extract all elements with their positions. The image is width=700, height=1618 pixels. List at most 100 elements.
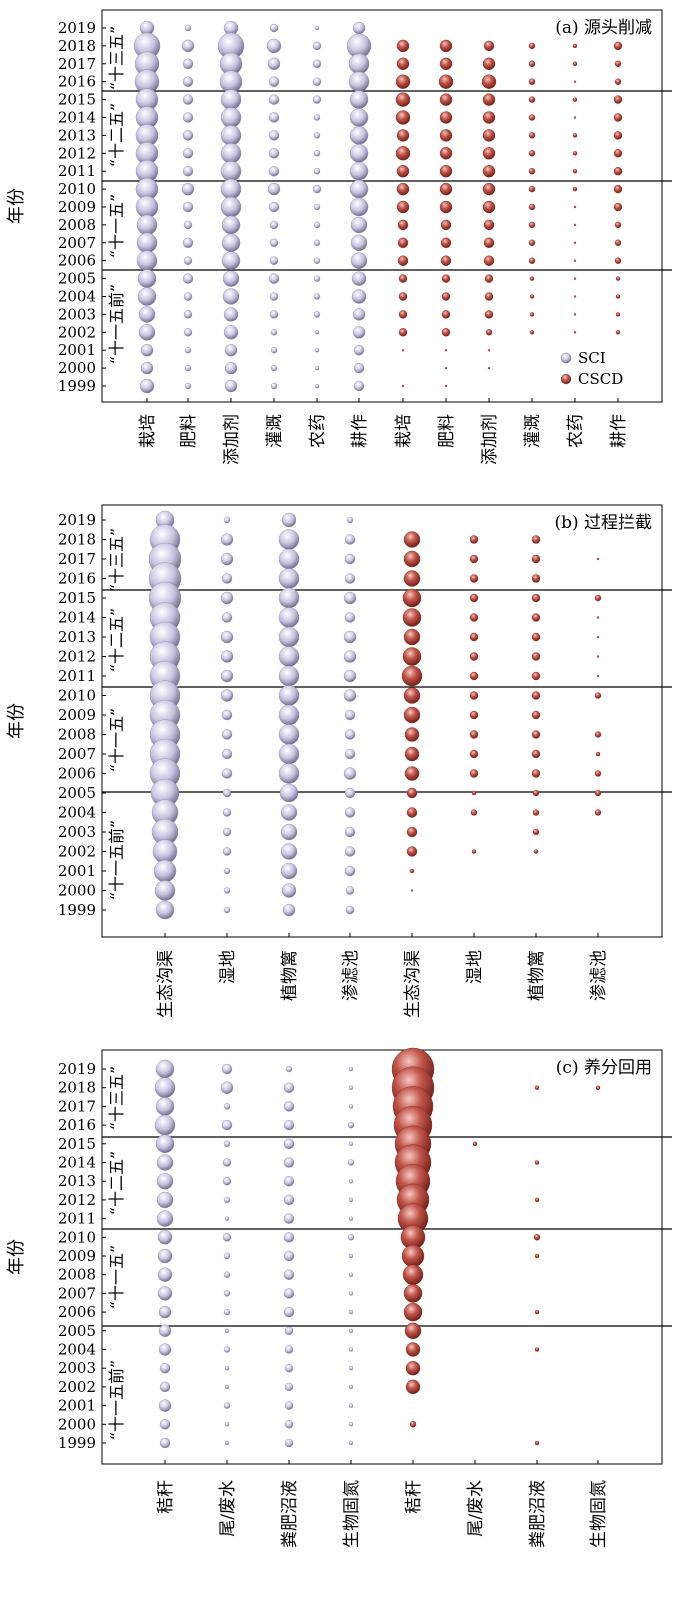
sci-bubble (281, 883, 297, 898)
x-category-label: 渗滤池 (589, 950, 609, 1001)
sci-bubble (137, 287, 157, 306)
sci-bubble (280, 823, 298, 841)
sci-bubble (267, 57, 281, 70)
cscd-bubble (594, 594, 602, 602)
sci-bubble (221, 215, 241, 235)
y-tick-label: 2015 (58, 1135, 96, 1153)
y-tick-label: 2007 (58, 745, 96, 763)
cscd-bubble (528, 132, 536, 139)
sci-bubble (314, 330, 320, 335)
y-tick-label: 2005 (58, 784, 96, 802)
cscd-bubble (531, 691, 541, 700)
cscd-bubble (395, 92, 411, 107)
sci-bubble (220, 689, 234, 702)
sci-bubble (222, 270, 240, 287)
y-tick-label: 1999 (58, 377, 96, 395)
cscd-bubble (483, 237, 495, 249)
sci-bubble (182, 76, 194, 87)
sci-bubble (348, 1365, 354, 1371)
y-tick-label: 2003 (58, 823, 96, 841)
cscd-bubble (487, 366, 491, 370)
y-tick-label: 2001 (58, 341, 96, 359)
sci-bubble (349, 161, 369, 181)
sci-bubble (280, 804, 298, 821)
cscd-bubble (469, 671, 479, 681)
sci-bubble (313, 311, 321, 318)
sci-bubble (344, 807, 356, 818)
cscd-bubble (404, 727, 420, 742)
cscd-bubble (528, 221, 536, 229)
sci-bubble (269, 238, 279, 248)
sci-bubble (136, 214, 158, 236)
cscd-bubble (528, 239, 536, 247)
cscd-bubble (402, 1264, 424, 1285)
y-tick-label: 2008 (58, 216, 96, 234)
x-category-label: 尾/废水 (218, 1480, 238, 1537)
cscd-bubble (528, 96, 536, 103)
cscd-bubble (396, 182, 410, 196)
sci-bubble (267, 182, 281, 196)
cscd-bubble (471, 790, 477, 796)
sci-bubble (343, 630, 357, 644)
cscd-bubble (396, 164, 410, 178)
sci-bubble (220, 650, 234, 663)
cscd-bubble (614, 60, 622, 67)
sci-bubble (352, 21, 366, 35)
sci-bubble (220, 591, 234, 605)
x-category-label: 生态沟渠 (156, 950, 176, 1018)
sci-bubble (268, 148, 280, 159)
cscd-bubble (398, 328, 408, 337)
sci-bubble (343, 591, 357, 605)
cscd-bubble (398, 310, 408, 319)
sci-bubble (268, 165, 280, 177)
sci-bubble (283, 1288, 295, 1299)
cscd-bubble (403, 628, 421, 646)
y-tick-label: 2015 (58, 589, 96, 607)
y-axis-title: 年份 (6, 1239, 27, 1275)
legend-label: SCI (578, 349, 606, 367)
sci-bubble (348, 1328, 354, 1334)
sci-bubble (269, 292, 279, 301)
sci-bubble (222, 808, 232, 817)
cscd-bubble (528, 203, 536, 211)
sci-bubble (344, 865, 356, 877)
cscd-bubble (528, 42, 536, 50)
cscd-bubble (613, 41, 623, 51)
cscd-bubble (482, 200, 496, 214)
sci-bubble (278, 626, 300, 648)
sci-bubble (156, 1210, 174, 1227)
sci-bubble (184, 347, 192, 354)
cscd-bubble (533, 1234, 541, 1241)
cscd-bubble (482, 164, 496, 178)
sci-bubble (269, 256, 279, 265)
sci-bubble (221, 748, 233, 760)
cscd-bubble (397, 255, 409, 266)
sci-bubble (314, 365, 320, 371)
sci-bubble (181, 39, 195, 53)
cscd-bubble (404, 1322, 422, 1340)
cscd-bubble (403, 706, 421, 724)
period-label: “十二五” (107, 1151, 126, 1215)
sci-bubble (220, 125, 242, 146)
cscd-bubble (409, 868, 415, 874)
cscd-bubble (528, 114, 536, 121)
sci-bubble (351, 289, 367, 304)
sci-bubble (270, 382, 278, 390)
x-category-label: 粪肥沼液 (280, 1480, 300, 1548)
y-tick-label: 2005 (58, 270, 96, 288)
plot-frame (101, 504, 663, 938)
cscd-bubble (531, 749, 541, 759)
cscd-bubble (441, 292, 451, 301)
sci-bubble (223, 1290, 231, 1297)
sci-bubble (159, 1437, 171, 1449)
sci-bubble (312, 59, 322, 68)
sci-bubble (269, 23, 279, 33)
sci-bubble (344, 553, 356, 565)
sci-bubble (312, 41, 322, 51)
cscd-bubble (528, 60, 536, 67)
cscd-bubble (469, 691, 479, 700)
sci-bubble (223, 325, 239, 340)
sci-bubble (182, 237, 194, 249)
cscd-bubble (401, 1244, 425, 1268)
